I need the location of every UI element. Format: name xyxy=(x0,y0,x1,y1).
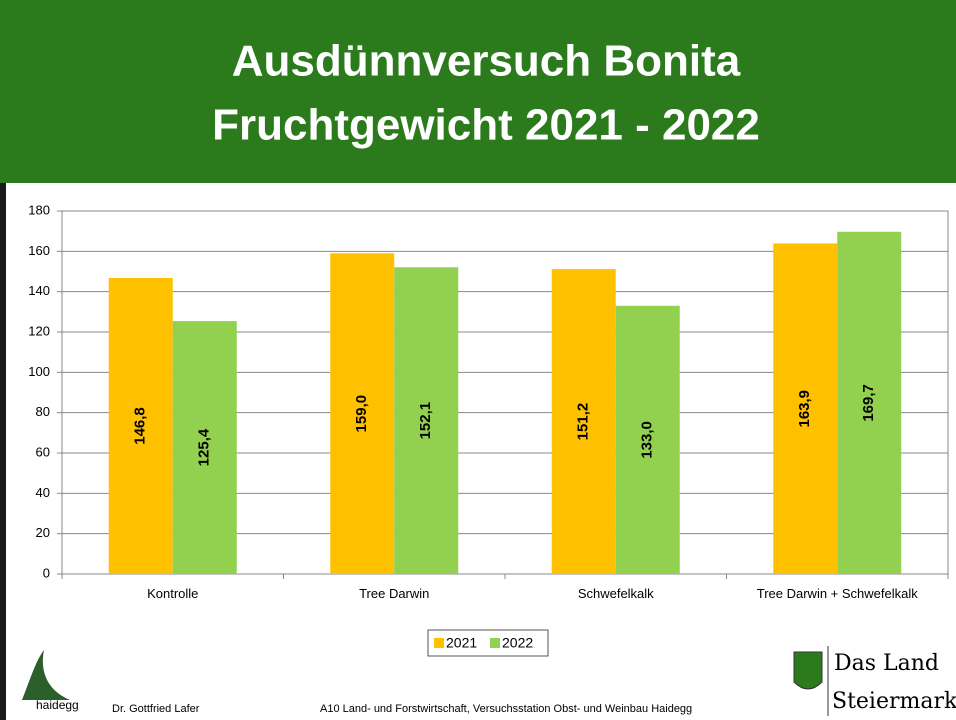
y-tick-label: 60 xyxy=(36,444,50,459)
value-label: 159,0 xyxy=(353,395,370,433)
brand-line1: Das Land xyxy=(834,651,939,676)
author: Dr. Gottfried Lafer xyxy=(112,703,200,715)
slide: Ausdünnversuch Bonita Fruchtgewicht 2021… xyxy=(0,0,956,720)
value-label: 169,7 xyxy=(860,384,877,422)
header-band xyxy=(0,0,956,183)
y-tick-label: 20 xyxy=(36,525,50,540)
x-tick-label: Tree Darwin xyxy=(304,586,484,601)
value-label: 151,2 xyxy=(575,403,592,441)
y-tick-label: 140 xyxy=(28,283,50,298)
legend-label: 2021 xyxy=(446,635,477,651)
legend-swatch xyxy=(490,638,500,648)
x-tick-label: Kontrolle xyxy=(83,586,263,601)
logo-text: haidegg xyxy=(36,698,79,712)
y-tick-label: 0 xyxy=(43,565,50,580)
y-tick-label: 180 xyxy=(28,202,50,217)
value-label: 146,8 xyxy=(132,407,149,445)
value-label: 152,1 xyxy=(417,402,434,440)
chart: Ausdünnversuch Bonita Fruchtgewicht 2021… xyxy=(0,0,956,720)
chart-title: Ausdünnversuch Bonita xyxy=(232,37,741,86)
y-tick-label: 120 xyxy=(28,323,50,338)
y-tick-label: 80 xyxy=(36,404,50,419)
coat-of-arms xyxy=(794,652,822,689)
value-label: 125,4 xyxy=(196,428,213,466)
value-label: 133,0 xyxy=(639,421,656,459)
institution: A10 Land- und Forstwirtschaft, Versuchss… xyxy=(320,703,692,715)
x-tick-label: Tree Darwin + Schwefelkalk xyxy=(747,586,927,601)
value-label: 163,9 xyxy=(796,390,813,428)
brand-line2: Steiermark xyxy=(832,689,956,714)
legend-swatch xyxy=(434,638,444,648)
legend-label: 2022 xyxy=(502,635,533,651)
left-border xyxy=(0,183,6,720)
x-tick-label: Schwefelkalk xyxy=(526,586,706,601)
y-tick-label: 40 xyxy=(36,485,50,500)
logo-icon xyxy=(22,650,70,700)
y-tick-label: 160 xyxy=(28,243,50,258)
y-tick-label: 100 xyxy=(28,364,50,379)
chart-subtitle: Fruchtgewicht 2021 - 2022 xyxy=(212,101,760,150)
